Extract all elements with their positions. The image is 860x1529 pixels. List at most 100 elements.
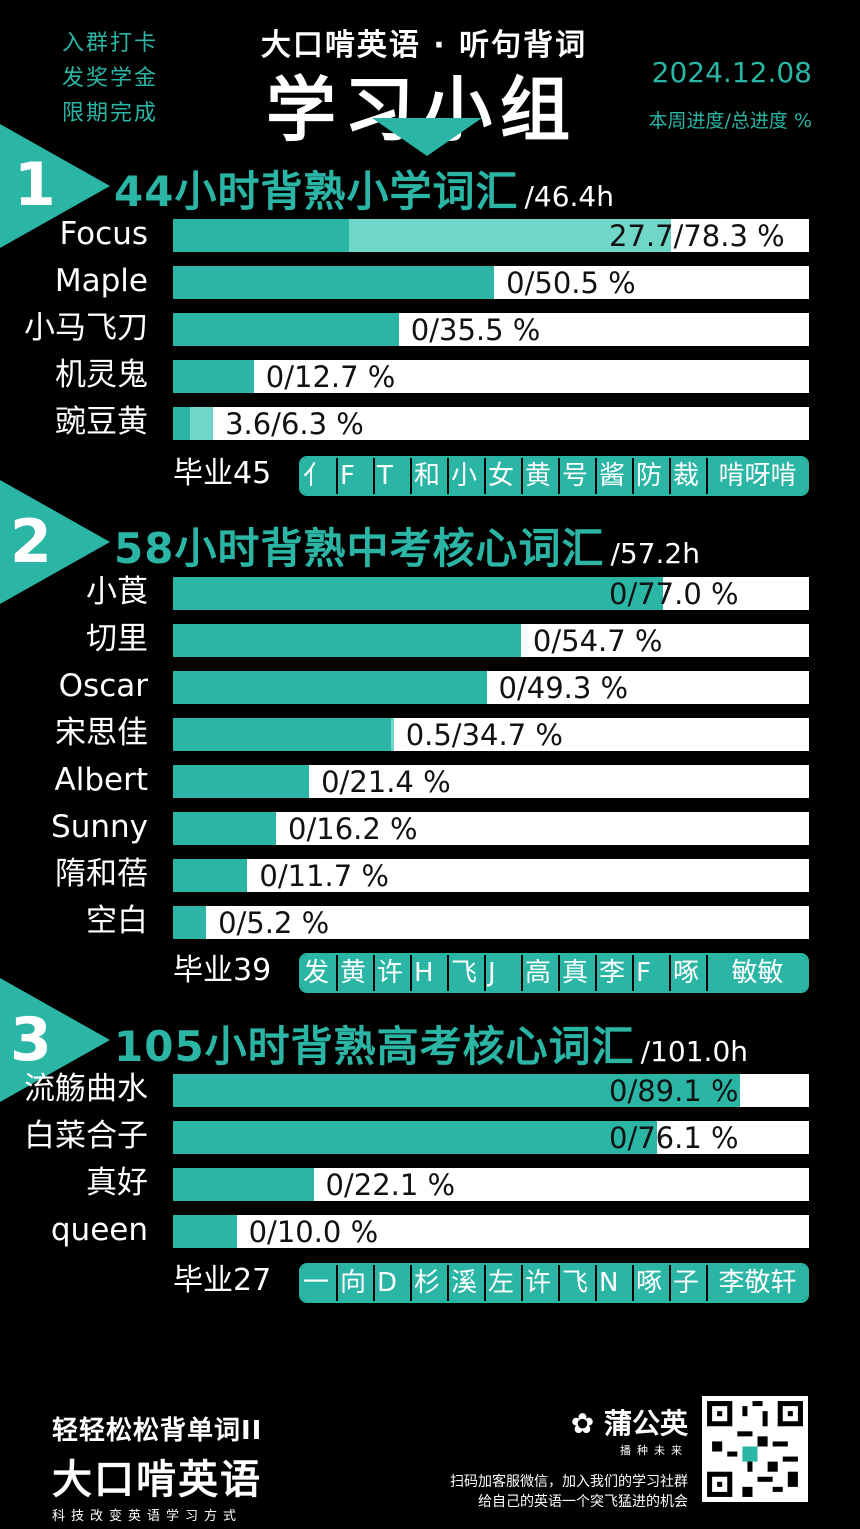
- member-name: 小马飞刀: [24, 310, 148, 346]
- progress-bar: 0/35.5 %: [173, 313, 809, 346]
- graduate-chip: F: [634, 955, 671, 991]
- progress-row: Maple 0/50.5 %: [0, 263, 860, 299]
- progress-bar: 0.5/34.7 %: [173, 718, 809, 751]
- progress-label: 0/77.0 %: [609, 577, 739, 610]
- graduate-chip: 高: [523, 955, 560, 991]
- progress-bar: 0/21.4 %: [173, 765, 809, 798]
- progress-label: 0/54.7 %: [532, 624, 663, 657]
- partner-logo-text: 蒲公英: [603, 1407, 688, 1440]
- graduate-chip: 杉: [412, 1265, 449, 1301]
- brand-tagline: 科技改变英语学习方式: [52, 1509, 243, 1524]
- graduate-chip: 飞: [449, 955, 486, 991]
- graduate-chip: 啃呀啃: [708, 458, 807, 494]
- graduated-row: 毕业39 发黄许 H 飞 J 高真李 F 啄敏敏: [0, 951, 860, 993]
- progress-row: 小莨 0/77.0 %: [0, 574, 860, 610]
- section-1-title: 44小时背熟小学词汇/46.4h: [114, 158, 614, 219]
- base-progress-fill: [173, 219, 350, 252]
- base-progress-fill: [173, 859, 248, 892]
- graduate-chip: 黄: [338, 955, 375, 991]
- graduated-row: 毕业45 亻 F T 和小女黄号酱防裁啃呀啃: [0, 454, 860, 496]
- progress-label: 0/35.5 %: [410, 313, 541, 346]
- progress-label: 0/11.7 %: [259, 859, 389, 892]
- progress-row: 真好 0/22.1 %: [0, 1165, 860, 1201]
- progress-label: 27.7/78.3 %: [609, 219, 785, 252]
- graduate-chip: 敏敏: [708, 955, 807, 991]
- progress-label: 0/89.1 %: [609, 1074, 739, 1107]
- graduate-chip: 女: [486, 458, 523, 494]
- footer-partner: ✿ 蒲公英 播种未来 扫码加客服微信，加入我们的学习社群 给自己的英语一个突飞猛…: [450, 1402, 688, 1512]
- base-progress-fill: [173, 812, 277, 845]
- base-progress-fill: [173, 1074, 740, 1107]
- graduated-count: 毕业39: [173, 953, 272, 988]
- member-name: Maple: [54, 263, 148, 299]
- member-name: Focus: [59, 216, 148, 252]
- graduate-chip: 啄: [671, 955, 708, 991]
- member-name: 豌豆黄: [55, 404, 148, 440]
- progress-label: 0/16.2 %: [288, 812, 418, 845]
- graduate-chip: 裁: [671, 458, 708, 494]
- member-name: 隋和蓓: [55, 856, 148, 892]
- brand-name: 大口啃英语: [52, 1457, 262, 1503]
- section-1-title-text: 44小时背熟小学词汇: [114, 167, 519, 216]
- partner-logo: ✿ 蒲公英: [450, 1402, 688, 1442]
- progress-bar: 0/50.5 %: [173, 266, 809, 299]
- section-3-arrow-icon: [0, 978, 110, 1102]
- graduate-chip: 一: [301, 1265, 338, 1301]
- graduate-chip: 溪: [449, 1265, 486, 1301]
- progress-bar: 0/10.0 %: [173, 1215, 809, 1248]
- progress-label: 0/10.0 %: [248, 1215, 379, 1248]
- progress-label: 0/5.2 %: [218, 906, 330, 939]
- graduated-list: 一向 D 杉溪左许飞 N 啄子李敬轩: [299, 1263, 809, 1303]
- progress-row: 隋和蓓 0/11.7 %: [0, 856, 860, 892]
- graduate-chip: J: [486, 955, 523, 991]
- header-chevron-icon: [372, 118, 482, 156]
- graduate-chip: 号: [560, 458, 597, 494]
- note-deadline: 限期完成: [62, 101, 159, 126]
- member-name: queen: [50, 1212, 148, 1248]
- section-2-number: 2: [10, 507, 52, 577]
- member-name: 流觞曲水: [24, 1071, 148, 1107]
- date-label: 2024.12.08: [651, 56, 812, 89]
- member-name: Sunny: [51, 809, 148, 845]
- section-2-arrow-icon: [0, 480, 110, 604]
- graduate-chip: 左: [486, 1265, 523, 1301]
- footer-note-line1: 扫码加客服微信，加入我们的学习社群: [450, 1474, 688, 1490]
- progress-label: 0/76.1 %: [609, 1121, 739, 1154]
- graduate-chip: 啄: [634, 1265, 671, 1301]
- progress-row: 机灵鬼 0/12.7 %: [0, 357, 860, 393]
- section-2-title: 58小时背熟中考核心词汇/57.2h: [114, 515, 700, 576]
- note-scholarship: 发奖学金: [62, 66, 159, 91]
- note-checkin: 入群打卡: [62, 31, 159, 56]
- progress-row: 切里 0/54.7 %: [0, 621, 860, 657]
- progress-bar: 0/89.1 %: [173, 1074, 809, 1107]
- base-progress-fill: [173, 718, 391, 751]
- footer-note: 扫码加客服微信，加入我们的学习社群 给自己的英语一个突飞猛进的机会: [450, 1472, 688, 1512]
- progress-row: 小马飞刀 0/35.5 %: [0, 310, 860, 346]
- graduate-chip: D: [375, 1265, 412, 1301]
- graduate-chip: 发: [301, 955, 338, 991]
- section-3-title-text: 105小时背熟高考核心词汇: [114, 1022, 635, 1071]
- progress-bar: 0/5.2 %: [173, 906, 809, 939]
- progress-label: 0/49.3 %: [498, 671, 629, 704]
- footer-brand: 轻轻松松背单词II 大口啃英语 科技改变英语学习方式: [52, 1410, 262, 1524]
- qr-code-icon[interactable]: [702, 1396, 808, 1502]
- base-progress-fill: [173, 671, 487, 704]
- base-progress-fill: [173, 266, 495, 299]
- progress-row: Albert 0/21.4 %: [0, 762, 860, 798]
- graduate-chip: 向: [338, 1265, 375, 1301]
- progress-bar: 0/54.7 %: [173, 624, 809, 657]
- dandelion-icon: ✿: [570, 1407, 604, 1440]
- section-1-arrow-icon: [0, 124, 110, 248]
- progress-row: 流觞曲水 0/89.1 %: [0, 1071, 860, 1107]
- progress-row: 白菜合子 0/76.1 %: [0, 1118, 860, 1154]
- graduate-chip: 真: [560, 955, 597, 991]
- graduate-chip: 亻: [301, 458, 338, 494]
- base-progress-fill: [173, 407, 191, 440]
- section-3-number: 3: [10, 1005, 52, 1075]
- progress-label: 0/50.5 %: [506, 266, 636, 299]
- progress-bar: 0/49.3 %: [173, 671, 809, 704]
- progress-bar: 0/22.1 %: [173, 1168, 809, 1201]
- base-progress-fill: [173, 1121, 657, 1154]
- base-progress-fill: [173, 765, 310, 798]
- graduate-chip: 李敬轩: [708, 1265, 807, 1301]
